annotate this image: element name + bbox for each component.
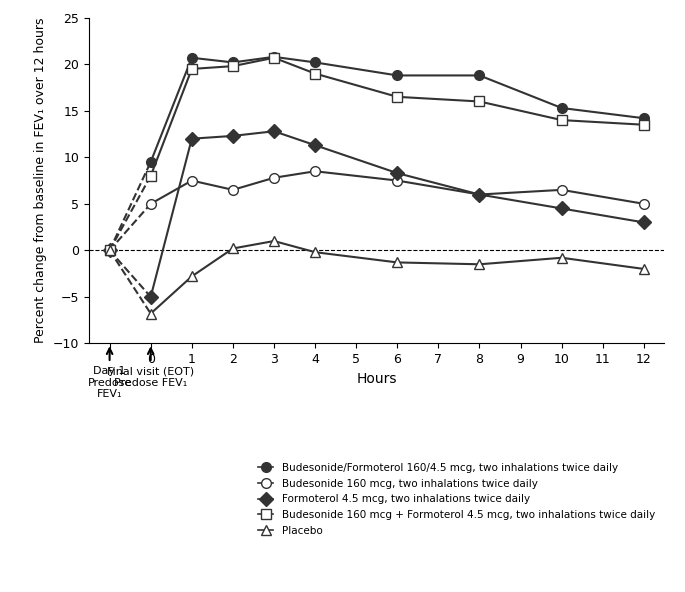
Legend: Budesonide/Formoterol 160/4.5 mcg, two inhalations twice daily, Budesonide 160 m: Budesonide/Formoterol 160/4.5 mcg, two i… xyxy=(253,459,659,540)
Y-axis label: Percent change from baseline in FEV₁ over 12 hours: Percent change from baseline in FEV₁ ove… xyxy=(34,18,47,343)
Text: Final visit (EOT)
Predose FEV₁: Final visit (EOT) Predose FEV₁ xyxy=(107,366,195,388)
Text: Day 1
Predose
FEV₁: Day 1 Predose FEV₁ xyxy=(88,366,132,400)
X-axis label: Hours: Hours xyxy=(356,372,397,385)
